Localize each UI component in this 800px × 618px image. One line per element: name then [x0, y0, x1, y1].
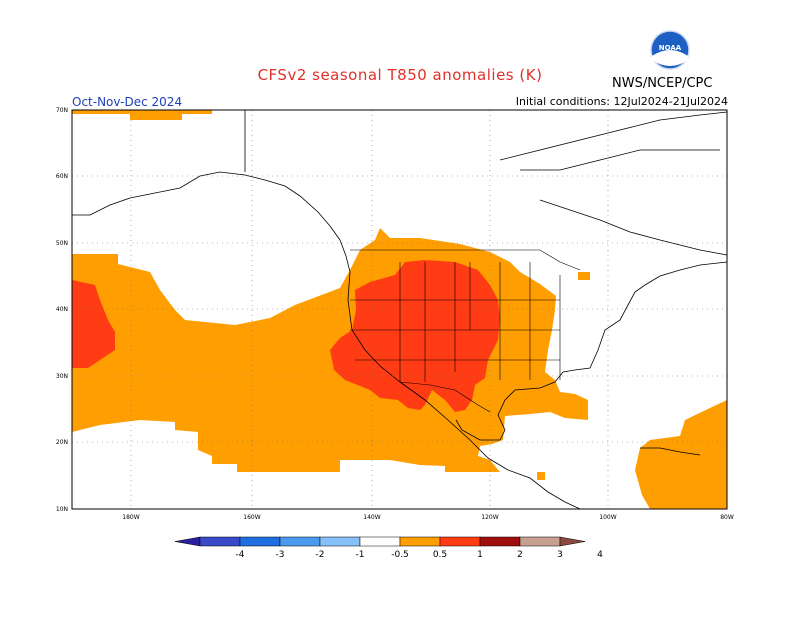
lon-label: 80W: [720, 514, 734, 521]
colorbar-label: -4: [236, 550, 245, 560]
anomaly-region-yucatan: [537, 472, 545, 480]
map-title: CFSv2 seasonal T850 anomalies (K): [257, 66, 543, 84]
map-plot-area: [71, 109, 728, 510]
colorbar: -4 -3 -2 -1 -0.5 0.5 1 2 3 4: [174, 536, 603, 560]
colorbar-segment: [359, 536, 401, 547]
lon-label: 120W: [481, 514, 498, 521]
colorbar-label: 2: [517, 550, 523, 560]
anomaly-region-lakes: [578, 272, 590, 280]
colorbar-label: 3: [557, 550, 563, 560]
colorbar-label: -1: [356, 550, 365, 560]
colorbar-min-arrow: [174, 536, 201, 547]
logo-text: NOAA: [659, 44, 682, 52]
colorbar-label: -2: [316, 550, 325, 560]
colorbar-segment: [239, 536, 281, 547]
colorbar-segment: [519, 536, 561, 547]
colorbar-segment: [279, 536, 321, 547]
lat-label: 60N: [56, 173, 68, 180]
latitude-labels: 70N 60N 50N 40N 30N 20N 10N: [56, 107, 68, 513]
gridlines: [72, 110, 727, 509]
anomaly-fill-red: [72, 260, 500, 412]
lon-label: 160W: [243, 514, 260, 521]
colorbar-segment: [319, 536, 361, 547]
lat-label: 30N: [56, 373, 68, 380]
lat-label: 10N: [56, 506, 68, 513]
lat-label: 70N: [56, 107, 68, 114]
coastlines: [72, 110, 728, 510]
anomaly-region-central-pacific: [72, 280, 115, 368]
lat-label: 20N: [56, 439, 68, 446]
colorbar-segment: [479, 536, 521, 547]
colorbar-max-arrow: [559, 536, 586, 547]
anomaly-region-caribbean: [635, 400, 727, 509]
colorbar-label: -3: [276, 550, 285, 560]
colorbar-segment: [399, 536, 441, 547]
colorbar-segment: [439, 536, 481, 547]
lon-label: 100W: [599, 514, 616, 521]
lon-label: 180W: [122, 514, 139, 521]
lon-label: 140W: [363, 514, 380, 521]
credit-label: NWS/NCEP/CPC: [612, 76, 713, 91]
initial-conditions-label: Initial conditions: 12Jul2024-21Jul2024: [515, 95, 728, 108]
noaa-logo-icon: NOAA: [650, 30, 690, 70]
anomaly-region-arctic: [72, 110, 212, 120]
anomaly-region-southwest: [330, 260, 500, 412]
lat-label: 50N: [56, 240, 68, 247]
colorbar-segment: [199, 536, 241, 547]
season-label: Oct-Nov-Dec 2024: [72, 95, 183, 109]
colorbar-label: -0.5: [391, 550, 409, 560]
colorbar-label: 0.5: [433, 550, 447, 560]
colorbar-label: 1: [477, 550, 483, 560]
country-borders: [350, 249, 581, 413]
longitude-labels: 180W 160W 140W 120W 100W 80W: [122, 514, 734, 521]
lat-label: 40N: [56, 306, 68, 313]
colorbar-label: 4: [597, 550, 603, 560]
